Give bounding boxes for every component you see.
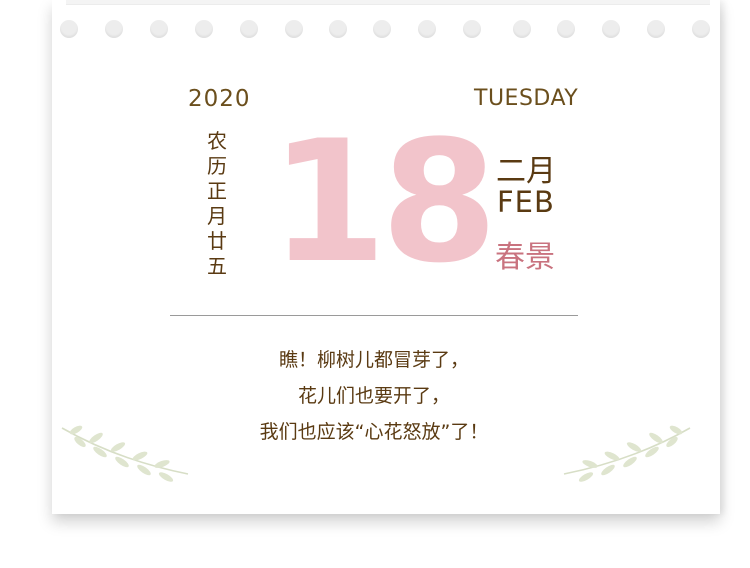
lunar-char: 农 — [207, 129, 227, 153]
binder-holes — [0, 0, 750, 44]
page-top-edge — [66, 0, 710, 5]
lunar-char: 正 — [207, 179, 227, 203]
poem-text: 瞧！柳树儿都冒芽了， 花儿们也要开了， 我们也应该“心花怒放”了！ — [152, 342, 596, 450]
poem-line: 花儿们也要开了， — [297, 385, 450, 407]
binder-hole-icon — [602, 20, 620, 38]
binder-hole-icon — [240, 20, 258, 38]
binder-hole-icon — [105, 20, 123, 38]
lunar-char: 五 — [207, 254, 227, 278]
solar-term-label: 春景 — [495, 240, 555, 275]
day-number: 18 — [270, 104, 498, 300]
calendar-page — [52, 0, 720, 514]
month-english: FEB — [497, 185, 555, 219]
lunar-date: 农 历 正 月 廿 五 — [203, 129, 231, 279]
poem-line: 我们也应该“心花怒放”了！ — [259, 421, 489, 443]
divider-line — [170, 315, 578, 316]
binder-hole-icon — [513, 20, 531, 38]
lunar-char: 历 — [207, 154, 227, 178]
binder-hole-icon — [373, 20, 391, 38]
weekday-label: TUESDAY — [474, 86, 579, 111]
month-chinese: 二月 — [496, 154, 556, 189]
binder-hole-icon — [557, 20, 575, 38]
binder-hole-icon — [418, 20, 436, 38]
binder-hole-icon — [463, 20, 481, 38]
leaf-sprig-icon — [61, 425, 189, 482]
binder-hole-icon — [195, 20, 213, 38]
binder-hole-icon — [692, 20, 710, 38]
binder-hole-icon — [285, 20, 303, 38]
year-label: 2020 — [188, 86, 251, 112]
binder-hole-icon — [150, 20, 168, 38]
binder-hole-icon — [647, 20, 665, 38]
poem-line: 瞧！柳树儿都冒芽了， — [278, 349, 469, 371]
binder-hole-icon — [329, 20, 347, 38]
lunar-char: 月 — [207, 204, 227, 228]
lunar-char: 廿 — [207, 229, 227, 253]
binder-hole-icon — [60, 20, 78, 38]
leaf-sprig-icon — [563, 425, 691, 482]
